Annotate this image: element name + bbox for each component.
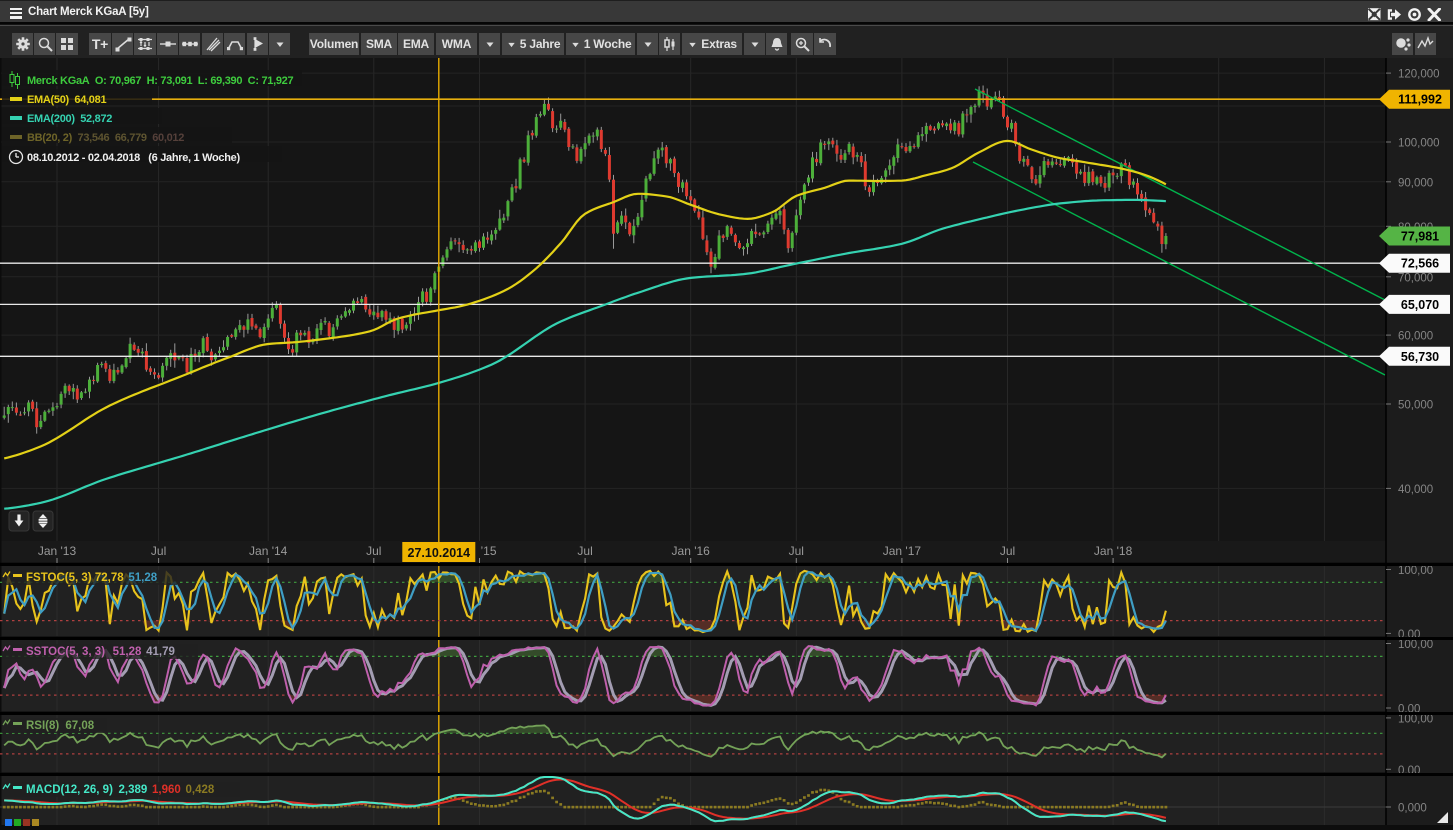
svg-text:FSTOC(5, 3): FSTOC(5, 3) <box>26 572 92 584</box>
svg-text:56,730: 56,730 <box>1401 350 1439 364</box>
svg-text:72,78: 72,78 <box>95 572 124 584</box>
svg-text:BB(20, 2) 73,546 66,779 60,: BB(20, 2) 73,546 66,779 60,012 <box>27 132 184 144</box>
svg-text:60,000: 60,000 <box>1398 331 1433 343</box>
svg-text:70,000: 70,000 <box>1398 272 1433 284</box>
svg-text:0,000: 0,000 <box>1398 803 1427 815</box>
svg-text:51,28: 51,28 <box>113 646 142 658</box>
svg-text:72,566: 72,566 <box>1401 257 1439 271</box>
svg-text:’15: ’15 <box>481 544 497 558</box>
svg-text:100,00: 100,00 <box>1398 639 1433 651</box>
svg-text:Jan '17: Jan '17 <box>883 544 922 558</box>
svg-text:SSTOC(5, 3, 3): SSTOC(5, 3, 3) <box>26 646 105 658</box>
svg-text:100,00: 100,00 <box>1398 565 1433 577</box>
svg-text:Jul: Jul <box>577 544 592 558</box>
svg-text:EMA(50) 64,081: EMA(50) 64,081 <box>27 94 106 106</box>
svg-text:MACD(12, 26, 9): MACD(12, 26, 9) <box>26 784 113 796</box>
svg-text:41,79: 41,79 <box>146 646 175 658</box>
svg-text:Jan '14: Jan '14 <box>249 544 288 558</box>
svg-text:67,08: 67,08 <box>65 720 94 732</box>
svg-text:50,000: 50,000 <box>1398 400 1433 412</box>
svg-text:RSI(8): RSI(8) <box>26 720 59 732</box>
svg-text:111,992: 111,992 <box>1398 93 1442 107</box>
svg-text:Merck KGaA O: 70,967 H: 73,0: Merck KGaA O: 70,967 H: 73,091 L: 69,390… <box>27 75 293 87</box>
svg-text:77,981: 77,981 <box>1401 230 1439 244</box>
svg-text:27.10.2014: 27.10.2014 <box>408 546 471 560</box>
svg-text:Jul: Jul <box>151 544 166 558</box>
svg-text:08.10.2012 - 02.04.2018 (6 J: 08.10.2012 - 02.04.2018 (6 Jahre, 1 Woch… <box>27 152 240 164</box>
svg-text:2,389: 2,389 <box>119 784 148 796</box>
svg-text:Jul: Jul <box>789 544 804 558</box>
svg-text:90,000: 90,000 <box>1398 177 1433 189</box>
svg-text:Jan '18: Jan '18 <box>1094 544 1133 558</box>
svg-text:Jan '16: Jan '16 <box>672 544 711 558</box>
svg-text:1,960: 1,960 <box>152 784 181 796</box>
svg-text:51,28: 51,28 <box>128 572 157 584</box>
svg-text:Jul: Jul <box>366 544 381 558</box>
svg-text:0,428: 0,428 <box>186 784 215 796</box>
svg-text:100,000: 100,000 <box>1398 138 1440 150</box>
svg-text:Jul: Jul <box>1000 544 1015 558</box>
svg-text:120,000: 120,000 <box>1398 69 1440 81</box>
svg-text:EMA(200) 52,872: EMA(200) 52,872 <box>27 113 112 125</box>
svg-text:Jan '13: Jan '13 <box>38 544 77 558</box>
svg-text:100,00: 100,00 <box>1398 713 1433 725</box>
svg-text:65,070: 65,070 <box>1401 298 1439 312</box>
svg-text:40,000: 40,000 <box>1398 484 1433 496</box>
